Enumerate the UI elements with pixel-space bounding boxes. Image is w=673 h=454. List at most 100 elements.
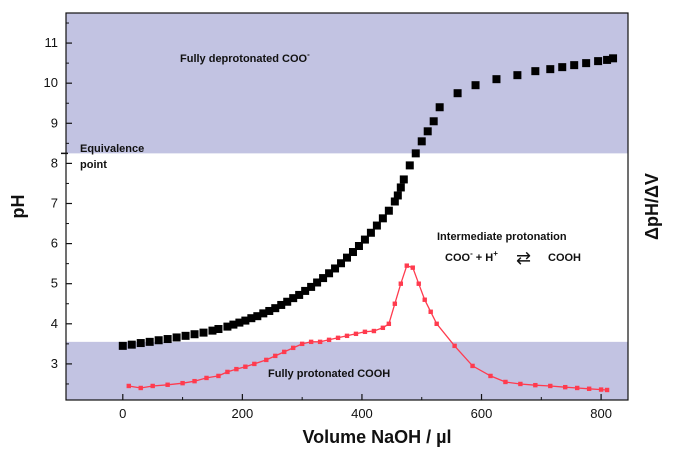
ph-point xyxy=(181,331,190,340)
derivative-point xyxy=(598,387,604,392)
ph-point xyxy=(513,71,522,80)
ph-point xyxy=(366,228,375,237)
ph-point xyxy=(154,336,163,345)
ph-point xyxy=(343,253,351,262)
ph-point xyxy=(319,274,328,283)
ph-point xyxy=(307,282,316,291)
ph-point xyxy=(241,316,250,325)
plot-border xyxy=(65,12,629,401)
derivative-point xyxy=(216,373,221,379)
ph-point xyxy=(190,330,199,339)
ph-point xyxy=(492,75,501,84)
derivative-point xyxy=(225,369,230,375)
axis-ticks: 0 200 400 600 800 3 4 5 6 7 8 9 10 11 xyxy=(44,22,612,421)
ph-point xyxy=(214,325,223,334)
ph-point xyxy=(172,333,181,342)
ph-point xyxy=(405,161,414,170)
derivative-point xyxy=(362,329,368,335)
derivative-point xyxy=(452,343,457,349)
y2-axis-title: ΔpH/ΔV xyxy=(642,173,662,240)
reaction-left-side: COO- + H+ xyxy=(445,249,498,264)
derivative-point xyxy=(574,385,580,391)
derivative-point xyxy=(380,325,386,331)
derivative-point xyxy=(398,281,404,286)
derivative-point xyxy=(386,321,392,327)
protonated-region-label: Fully protonated COOH xyxy=(268,368,390,380)
derivative-point xyxy=(586,386,592,391)
derivative-point xyxy=(180,380,185,386)
ph-point xyxy=(603,55,612,64)
derivative-point xyxy=(416,281,421,286)
y-tick-label: 5 xyxy=(51,276,58,291)
ph-point xyxy=(453,89,462,98)
y-tick-label: 10 xyxy=(44,75,58,90)
ph-point xyxy=(582,59,591,68)
derivative-point xyxy=(192,378,197,384)
x-axis-title: Volume NaOH / µl xyxy=(302,427,451,447)
ph-point xyxy=(390,197,399,206)
ph-point xyxy=(594,57,603,66)
ph-point xyxy=(337,259,346,268)
ph-point xyxy=(396,183,405,192)
derivative-point xyxy=(299,341,305,347)
derivative-point xyxy=(335,335,341,341)
derivative-point xyxy=(273,353,278,359)
y-tick-label: 3 xyxy=(51,356,58,371)
ph-point xyxy=(295,290,304,299)
y-tick-label: 8 xyxy=(51,155,58,170)
derivative-point xyxy=(371,328,377,334)
derivative-point xyxy=(165,382,170,387)
equilibrium-arrow-icon: ⇄ xyxy=(516,248,531,268)
derivative-point xyxy=(353,331,359,337)
ph-point xyxy=(393,191,402,200)
derivative-point xyxy=(326,337,332,343)
ph-point xyxy=(325,269,334,278)
y-tick-label: 6 xyxy=(51,236,58,251)
ph-point xyxy=(558,63,567,72)
derivative-point xyxy=(428,309,433,314)
y-tick-label: 11 xyxy=(45,35,59,50)
ph-point xyxy=(435,103,444,112)
ph-point xyxy=(348,248,357,257)
ph-point xyxy=(163,335,172,344)
derivative-point xyxy=(404,263,409,268)
ph-point xyxy=(360,235,369,244)
derivative-point xyxy=(470,363,475,369)
derivative-point xyxy=(563,384,568,390)
deprotonated-region-label: Fully deprotonated COO- xyxy=(180,50,310,65)
derivative-point xyxy=(308,339,314,345)
derivative-point xyxy=(282,349,287,355)
ph-point xyxy=(259,309,268,318)
ph-point xyxy=(313,278,322,287)
ph-point xyxy=(372,221,381,230)
x-tick-label: 200 xyxy=(232,406,254,421)
ph-point xyxy=(229,320,238,329)
shaded-regions xyxy=(66,13,628,400)
plot-frame xyxy=(65,12,629,401)
ph-point xyxy=(546,65,555,74)
derivative-point xyxy=(488,373,493,379)
x-tick-label: 400 xyxy=(351,406,373,421)
intermediate-protonation-label: Intermediate protonation xyxy=(437,231,567,243)
ph-point xyxy=(136,339,145,348)
derivative-point xyxy=(317,339,323,345)
derivative-point xyxy=(422,297,427,302)
derivative-point xyxy=(290,345,296,351)
derivative-point xyxy=(604,387,610,393)
ph-point xyxy=(199,328,208,337)
ph-point xyxy=(417,137,426,146)
derivative-point xyxy=(434,321,439,327)
y-axis-title: pH xyxy=(8,195,28,219)
ph-point xyxy=(235,318,244,327)
ph-point xyxy=(429,117,438,126)
derivative-point xyxy=(252,361,257,367)
y-tick-label: 4 xyxy=(51,316,58,331)
y-tick-label: 9 xyxy=(51,115,58,130)
derivative-point xyxy=(410,265,415,270)
derivative-point xyxy=(150,383,155,389)
derivative-point xyxy=(548,383,553,389)
ph-point xyxy=(331,264,340,273)
ph-point xyxy=(127,340,136,349)
derivative-point xyxy=(138,385,143,391)
